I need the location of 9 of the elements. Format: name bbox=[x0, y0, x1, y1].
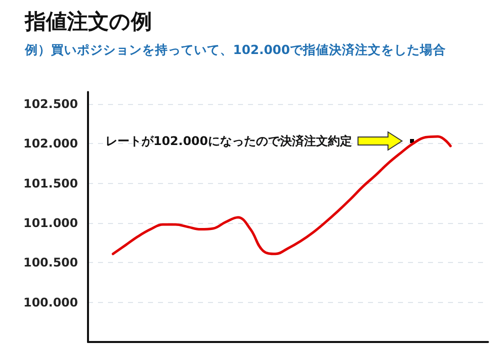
chart-subtitle: 例）買いポジションを持っていて、102.000で指値決済注文をした場合 bbox=[24, 42, 446, 57]
y-tick-label: 101.500 bbox=[23, 176, 78, 190]
y-tick-label: 102.000 bbox=[23, 136, 78, 151]
y-tick-label: 101.000 bbox=[23, 216, 78, 230]
y-tick-label: 100.000 bbox=[23, 295, 78, 310]
annotation: レートが102.000になったので決済注文約定 bbox=[105, 134, 352, 148]
y-tick-label: 102.500 bbox=[23, 96, 78, 111]
y-tick-label: 100.500 bbox=[23, 256, 78, 270]
chart-title: 指値注文の例 bbox=[24, 10, 152, 34]
